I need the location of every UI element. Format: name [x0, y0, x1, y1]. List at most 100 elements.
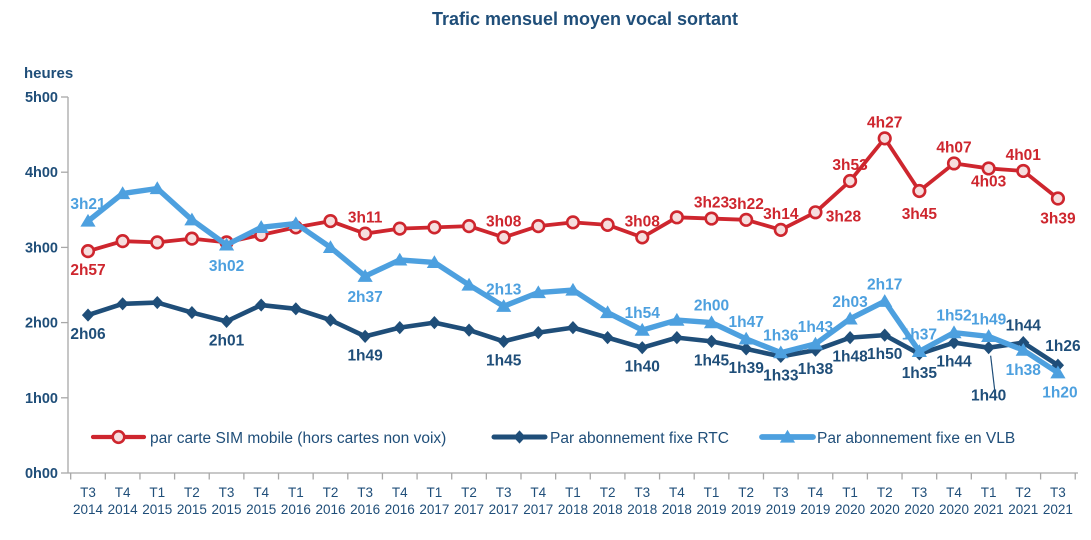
data-label-fixe-rtc: 1h49: [347, 347, 383, 364]
x-tick-quarter: T4: [253, 485, 269, 500]
data-label-fixe-vlb: 1h52: [936, 308, 971, 325]
x-tick-year: 2015: [142, 502, 172, 517]
data-label-fixe-rtc: 1h39: [728, 360, 764, 377]
x-tick-year: 2018: [593, 502, 623, 517]
x-tick-year: 2017: [454, 502, 484, 517]
x-tick-year: 2017: [523, 502, 553, 517]
data-point-diamond: [670, 331, 683, 345]
data-point-circle: [600, 217, 615, 232]
data-point-triangle: [115, 186, 131, 200]
data-point-triangle: [426, 255, 442, 269]
x-tick-year: 2014: [73, 502, 104, 517]
data-point-triangle: [842, 311, 858, 325]
data-point-triangle: [946, 325, 962, 339]
data-label-sim-mobile: 3h08: [625, 213, 661, 230]
x-tick-quarter: T1: [288, 485, 304, 500]
data-point-diamond: [116, 297, 129, 311]
data-point-triangle: [149, 181, 165, 195]
data-point-diamond: [601, 331, 614, 345]
data-point-triangle: [1015, 342, 1031, 356]
data-point-circle: [981, 161, 996, 176]
data-point-circle: [150, 235, 165, 250]
data-point-triangle: [322, 240, 339, 253]
x-tick-quarter: T4: [392, 485, 408, 500]
x-tick-quarter: T4: [530, 485, 546, 500]
data-label-sim-mobile: 4h27: [867, 114, 902, 131]
data-point-diamond: [359, 329, 372, 343]
x-tick-year: 2016: [350, 502, 380, 517]
data-label-fixe-vlb: 1h36: [763, 328, 799, 345]
data-point-triangle: [634, 322, 650, 336]
legend-item-fixe-vlb: Par abonnement fixe en VLB: [759, 429, 1015, 447]
x-tick-quarter: T2: [184, 485, 200, 500]
data-point-circle: [877, 131, 892, 146]
data-label-sim-mobile: 4h01: [1006, 147, 1042, 164]
x-tick-year: 2016: [385, 502, 415, 517]
data-point-circle: [531, 218, 546, 234]
data-point-triangle: [981, 329, 997, 342]
data-point-triangle: [288, 216, 304, 230]
x-tick-year: 2020: [939, 502, 969, 517]
x-tick-year: 2020: [835, 502, 865, 517]
data-label-fixe-rtc: 2h06: [70, 326, 106, 343]
data-point-circle: [323, 213, 338, 229]
data-label-fixe-vlb: 1h43: [798, 319, 834, 336]
data-point-circle: [842, 173, 858, 189]
data-point-diamond: [497, 334, 510, 348]
x-tick-quarter: T3: [773, 485, 789, 500]
data-point-diamond: [947, 336, 961, 350]
data-point-circle: [635, 230, 650, 245]
x-tick-year: 2018: [558, 502, 588, 517]
data-label-fixe-vlb: 1h49: [971, 311, 1007, 328]
x-tick-quarter: T2: [600, 485, 616, 500]
data-point-circle: [392, 221, 407, 236]
y-tick-label: 2h00: [25, 316, 58, 332]
data-point-circle: [111, 429, 126, 445]
data-point-circle: [773, 222, 788, 237]
data-label-fixe-vlb: 2h17: [867, 276, 902, 293]
data-point-circle: [496, 230, 511, 245]
data-point-triangle: [392, 252, 408, 266]
x-tick-year: 2015: [246, 502, 276, 517]
data-label-fixe-vlb: 1h38: [1006, 362, 1042, 379]
data-point-diamond: [705, 334, 718, 348]
x-tick-year: 2020: [870, 502, 900, 517]
data-point-triangle: [461, 277, 477, 291]
data-label-fixe-rtc: 2h01: [209, 332, 245, 349]
x-tick-year: 2015: [212, 502, 242, 517]
data-point-circle: [427, 220, 442, 235]
data-label-fixe-rtc: 1h48: [832, 349, 868, 366]
data-point-circle: [80, 244, 96, 259]
data-label-sim-mobile: 3h11: [348, 210, 383, 227]
legend-item-sim-mobile: par carte SIM mobile (hors cartes non vo…: [90, 429, 446, 447]
data-point-triangle: [703, 315, 720, 329]
data-point-circle: [669, 210, 684, 225]
y-axis-unit-label: heures: [24, 65, 73, 82]
x-tick-year: 2016: [315, 502, 345, 517]
data-point-triangle: [357, 269, 373, 282]
data-point-triangle: [669, 312, 685, 326]
data-point-diamond: [428, 316, 441, 330]
data-label-fixe-rtc: 1h33: [763, 367, 799, 384]
data-point-diamond: [636, 341, 649, 355]
x-tick-year: 2019: [766, 502, 796, 517]
data-label-fixe-vlb: 1h47: [728, 314, 763, 331]
legend-label-fixe-rtc: Par abonnement fixe RTC: [550, 430, 729, 447]
data-point-triangle: [1050, 365, 1066, 379]
data-label-fixe-rtc: 1h45: [694, 352, 730, 369]
x-tick-year: 2017: [489, 502, 519, 517]
data-label-fixe-vlb: 2h37: [347, 289, 382, 306]
x-tick-quarter: T3: [634, 485, 650, 500]
x-tick-year: 2017: [419, 502, 449, 517]
data-point-diamond: [255, 298, 268, 312]
data-label-sim-mobile: 3h14: [763, 206, 799, 223]
label-leader-line: [990, 355, 996, 390]
data-point-circle: [946, 156, 962, 171]
data-point-triangle: [779, 429, 796, 443]
data-label-fixe-rtc: 1h45: [486, 352, 522, 369]
axis-lines: [67, 97, 1078, 474]
data-label-fixe-vlb: 3h21: [70, 196, 106, 213]
x-tick-quarter: T1: [981, 485, 997, 500]
